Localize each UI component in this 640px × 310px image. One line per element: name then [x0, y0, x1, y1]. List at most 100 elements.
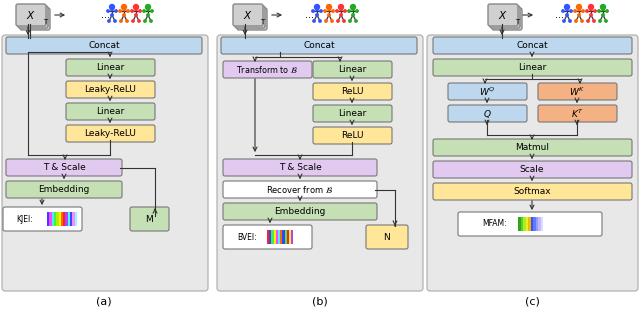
Bar [54, 212, 56, 226]
Bar [52, 212, 54, 226]
Circle shape [600, 5, 605, 10]
Circle shape [147, 8, 149, 11]
FancyBboxPatch shape [427, 35, 638, 291]
Circle shape [351, 5, 355, 10]
Bar [56, 212, 58, 226]
Circle shape [313, 20, 315, 22]
FancyBboxPatch shape [66, 59, 155, 76]
FancyBboxPatch shape [6, 181, 122, 198]
Circle shape [593, 20, 595, 22]
Circle shape [139, 10, 141, 12]
FancyBboxPatch shape [66, 81, 155, 98]
Circle shape [119, 10, 121, 12]
Text: T & Scale: T & Scale [43, 163, 85, 172]
Text: Embedding: Embedding [275, 207, 326, 216]
Bar [287, 230, 289, 244]
Circle shape [134, 5, 138, 10]
Text: BVEI:: BVEI: [237, 232, 257, 241]
Bar [68, 212, 70, 226]
FancyBboxPatch shape [433, 37, 632, 54]
Circle shape [328, 14, 330, 16]
Circle shape [143, 10, 145, 12]
Circle shape [606, 10, 608, 12]
Circle shape [114, 20, 116, 22]
FancyBboxPatch shape [6, 37, 202, 54]
Text: T & Scale: T & Scale [278, 163, 321, 172]
FancyBboxPatch shape [16, 4, 46, 26]
Circle shape [602, 14, 604, 16]
FancyBboxPatch shape [458, 212, 602, 236]
FancyBboxPatch shape [237, 8, 267, 30]
FancyBboxPatch shape [2, 35, 208, 291]
Circle shape [115, 10, 117, 12]
Circle shape [314, 5, 319, 10]
Circle shape [352, 14, 354, 16]
FancyBboxPatch shape [235, 6, 265, 28]
Circle shape [582, 10, 584, 12]
Circle shape [589, 5, 593, 10]
Bar [536, 217, 538, 231]
Bar [278, 230, 280, 244]
Bar [271, 230, 274, 244]
Text: T: T [43, 19, 47, 25]
Circle shape [352, 8, 354, 11]
Bar [65, 212, 68, 226]
Circle shape [605, 20, 607, 22]
FancyBboxPatch shape [433, 139, 632, 156]
Text: Linear: Linear [338, 109, 366, 118]
Circle shape [122, 5, 127, 10]
FancyBboxPatch shape [217, 35, 423, 291]
Circle shape [108, 20, 110, 22]
Bar [276, 230, 278, 244]
FancyBboxPatch shape [223, 203, 377, 220]
Circle shape [324, 20, 327, 22]
Text: Linear: Linear [518, 63, 546, 72]
Bar [538, 217, 541, 231]
Bar [49, 212, 52, 226]
Text: ReLU: ReLU [340, 87, 364, 96]
Text: M: M [145, 215, 153, 224]
Circle shape [326, 5, 332, 10]
FancyBboxPatch shape [538, 83, 617, 100]
FancyBboxPatch shape [366, 225, 408, 249]
Circle shape [563, 20, 565, 22]
Text: Scale: Scale [520, 165, 544, 174]
Circle shape [578, 14, 580, 16]
Text: Concat: Concat [303, 41, 335, 50]
Circle shape [332, 10, 334, 12]
FancyBboxPatch shape [433, 183, 632, 200]
Text: Softmax: Softmax [513, 187, 551, 196]
Circle shape [135, 8, 137, 11]
Circle shape [337, 20, 339, 22]
FancyBboxPatch shape [488, 4, 518, 26]
Text: $Q$: $Q$ [483, 108, 492, 119]
Circle shape [340, 14, 342, 16]
Circle shape [135, 14, 137, 16]
Text: Matmul: Matmul [515, 143, 549, 152]
Text: $W^Q$: $W^Q$ [479, 85, 495, 98]
Circle shape [138, 20, 140, 22]
Circle shape [316, 8, 318, 11]
Circle shape [150, 20, 152, 22]
Text: Recover from $\mathcal{B}$: Recover from $\mathcal{B}$ [266, 184, 333, 195]
Bar [58, 212, 61, 226]
Text: $K^T$: $K^T$ [570, 107, 584, 120]
Circle shape [602, 8, 604, 11]
Circle shape [120, 20, 122, 22]
FancyBboxPatch shape [448, 105, 527, 122]
Circle shape [107, 10, 109, 12]
Circle shape [151, 10, 153, 12]
Circle shape [316, 14, 318, 16]
Bar [75, 212, 77, 226]
Text: ...: ... [305, 10, 314, 20]
Bar [70, 212, 72, 226]
FancyBboxPatch shape [66, 125, 155, 142]
Circle shape [320, 10, 322, 12]
Circle shape [331, 20, 333, 22]
Circle shape [587, 20, 589, 22]
FancyBboxPatch shape [433, 161, 632, 178]
Bar [47, 212, 49, 226]
Circle shape [566, 14, 568, 16]
Circle shape [564, 5, 570, 10]
Text: Concat: Concat [516, 41, 548, 50]
